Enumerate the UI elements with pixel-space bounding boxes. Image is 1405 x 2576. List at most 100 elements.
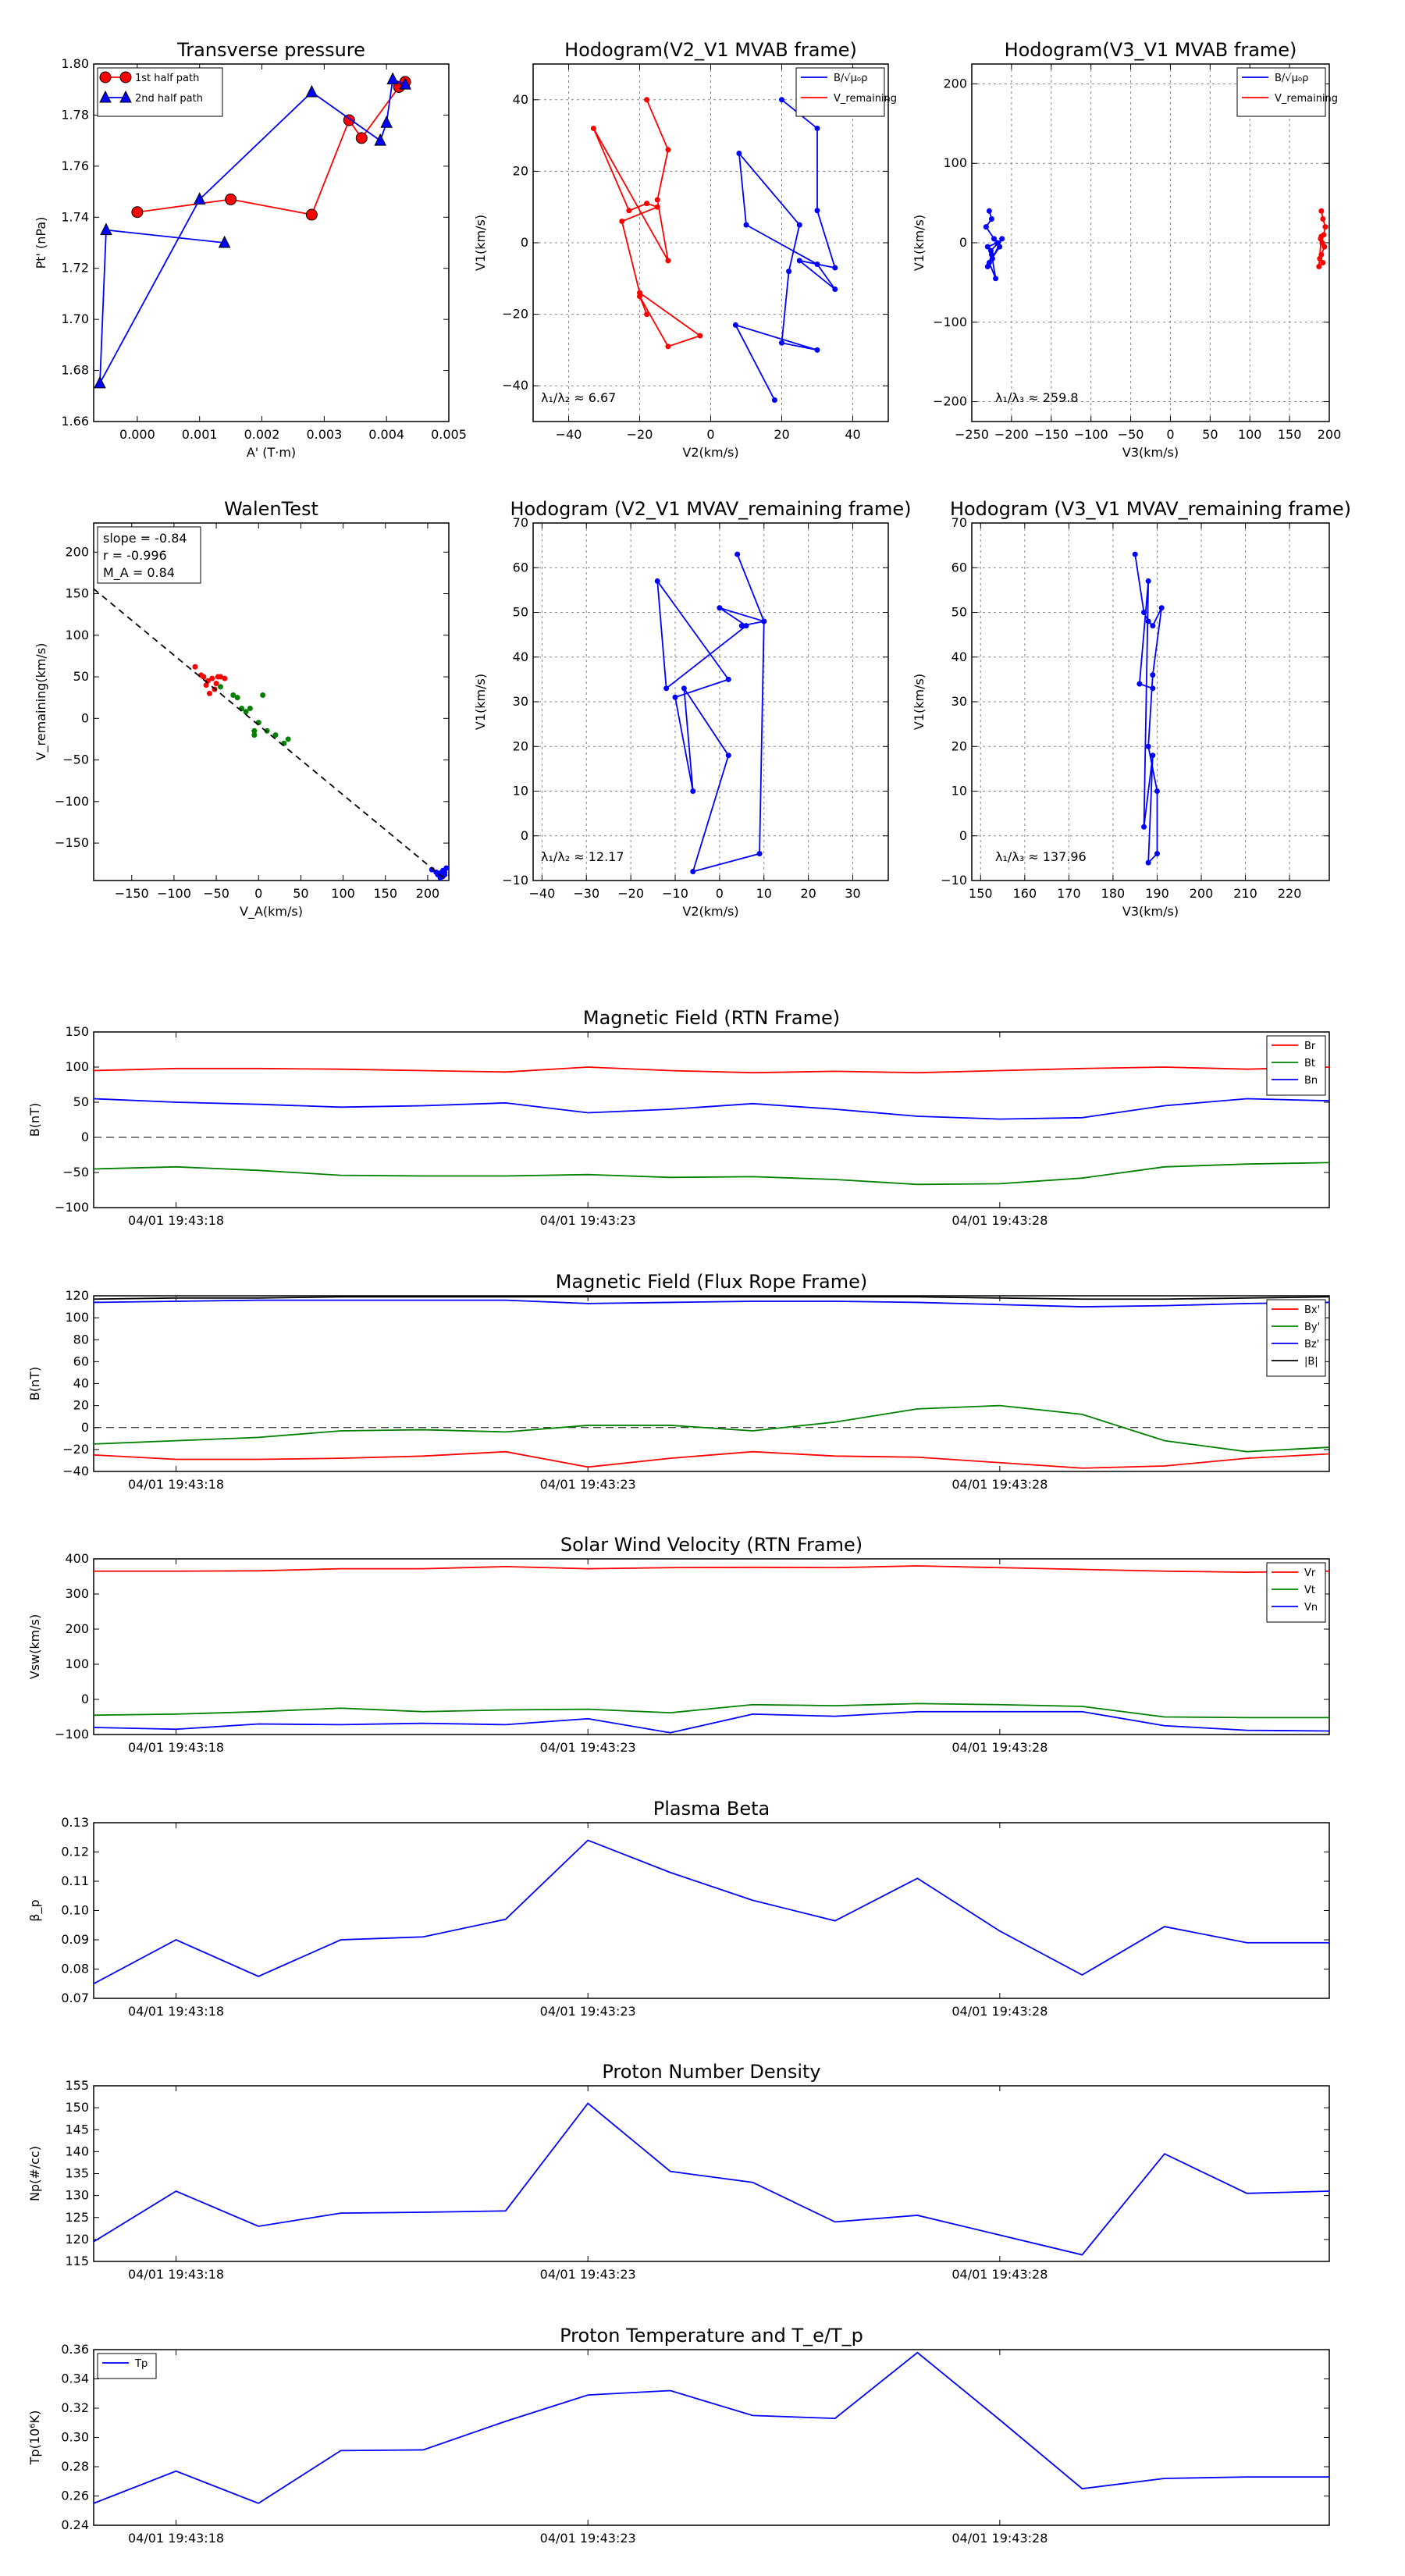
y-tick-label: 1.78: [61, 107, 89, 122]
x-tick-label: −40: [556, 427, 582, 442]
data-point: [644, 97, 650, 103]
chart-mag_rtn: Magnetic Field (RTN Frame) 04/01 19:43:18…: [27, 1007, 1330, 1228]
y-tick-label: 0.36: [61, 2342, 89, 2357]
data-point: [590, 125, 596, 131]
legend-label: V_remaining: [1275, 93, 1338, 105]
data-point: [260, 692, 266, 698]
x-tick-label: 04/01 19:43:18: [128, 1740, 224, 1755]
plot-area: [654, 551, 767, 875]
y-tick-label: −10: [502, 873, 528, 888]
y-tick-label: −50: [62, 1165, 89, 1179]
x-tick-label: 10: [756, 886, 772, 901]
y-tick-label: 0: [959, 828, 967, 843]
x-tick-label: 220: [1278, 886, 1302, 901]
x-tick-label: 0.002: [244, 427, 280, 442]
legend-label: Bt: [1304, 1058, 1315, 1069]
y-tick-label: 0: [521, 235, 528, 250]
y-axis-label: V1(km/s): [912, 674, 927, 730]
y-tick-label: 1.76: [61, 158, 89, 173]
y-tick-label: 50: [73, 1094, 89, 1109]
plot-area: [94, 2351, 1329, 2504]
plot-area: [94, 1066, 1329, 1186]
y-tick-label: 80: [73, 1332, 89, 1347]
legend-label: |B|: [1304, 1356, 1318, 1368]
axes-frame: [93, 522, 450, 881]
y-tick-label: 50: [513, 605, 528, 620]
data-point: [399, 77, 411, 90]
y-axis-label: β_p: [27, 1899, 43, 1921]
y-tick-label: 150: [65, 586, 89, 601]
x-tick-label: 04/01 19:43:18: [128, 2267, 224, 2282]
x-tick-label: 200: [416, 886, 440, 901]
x-tick-label: 210: [1233, 886, 1257, 901]
x-tick-label: 200: [1318, 427, 1342, 442]
x-tick-label: 190: [1145, 886, 1169, 901]
y-tick-label: 155: [65, 2078, 89, 2093]
data-point: [654, 204, 660, 210]
y-tick-label: 0.34: [61, 2371, 89, 2386]
y-tick-label: −40: [502, 378, 528, 393]
y-tick-label: 300: [65, 1586, 89, 1601]
data-point: [743, 222, 749, 228]
plot-area: [94, 72, 411, 389]
data-point: [222, 675, 228, 681]
x-tick-label: 180: [1101, 886, 1126, 901]
y-tick-label: −100: [55, 1200, 89, 1215]
x-tick-label: 04/01 19:43:28: [951, 2267, 1048, 2282]
x-tick-label: 30: [845, 886, 860, 901]
y-tick-label: 150: [65, 2100, 89, 2115]
y-tick-label: −10: [941, 873, 967, 888]
x-tick-label: 40: [845, 427, 860, 442]
legend-box: [97, 2353, 157, 2379]
axes-frame: [93, 1031, 1330, 1208]
y-tick-label: 0.08: [61, 1962, 89, 1976]
x-tick-label: 04/01 19:43:23: [540, 2531, 636, 2546]
legend-marker: [119, 71, 132, 84]
data-point: [743, 623, 749, 629]
data-point: [234, 695, 240, 701]
plot-area: [94, 2102, 1329, 2256]
y-tick-label: 0.26: [61, 2489, 89, 2503]
x-tick-label: 0: [706, 427, 714, 442]
x-tick-label: 04/01 19:43:18: [128, 2531, 224, 2546]
legend-label: B/√μ₀ρ: [834, 73, 867, 84]
data-point: [735, 551, 741, 557]
data-point: [644, 311, 650, 318]
data-point: [665, 258, 671, 264]
data-point: [736, 151, 742, 156]
y-tick-label: 1.72: [61, 261, 89, 276]
y-tick-label: 100: [65, 1656, 89, 1671]
y-tick-label: 100: [65, 1059, 89, 1074]
y-tick-label: 0: [959, 235, 967, 250]
x-tick-label: −20: [627, 427, 653, 442]
data-point: [193, 192, 206, 205]
data-point: [272, 732, 279, 738]
y-tick-label: 20: [951, 738, 967, 753]
data-point: [1150, 685, 1156, 692]
data-point: [1316, 264, 1322, 270]
data-point: [986, 208, 992, 214]
legend-label: Vn: [1304, 1602, 1318, 1614]
data-point: [983, 224, 989, 230]
data-point: [1318, 208, 1325, 214]
y-tick-label: 115: [65, 2254, 89, 2268]
series-line-vsw-1: [94, 1703, 1329, 1719]
data-point: [215, 674, 221, 680]
data-point: [1145, 578, 1151, 584]
series-line-B: [734, 99, 837, 400]
x-axis-label: V3(km/s): [1122, 904, 1179, 919]
chart-hv3: Hodogram(V3_V1 MVAB frame) −250 −200 −150 −1…: [912, 39, 1341, 460]
x-tick-label: 100: [331, 886, 355, 901]
data-point: [94, 375, 106, 389]
data-point: [247, 706, 253, 712]
y-tick-label: 60: [513, 560, 528, 575]
data-point: [832, 265, 838, 271]
x-tick-label: 0: [1166, 427, 1174, 442]
x-tick-label: 04/01 19:43:23: [540, 2004, 636, 2019]
data-point: [786, 269, 792, 275]
plot-area: [94, 1296, 1329, 1469]
x-tick-label: −100: [1074, 427, 1108, 442]
data-point: [814, 125, 820, 131]
y-tick-label: 1.70: [61, 311, 89, 326]
data-point: [717, 605, 723, 611]
